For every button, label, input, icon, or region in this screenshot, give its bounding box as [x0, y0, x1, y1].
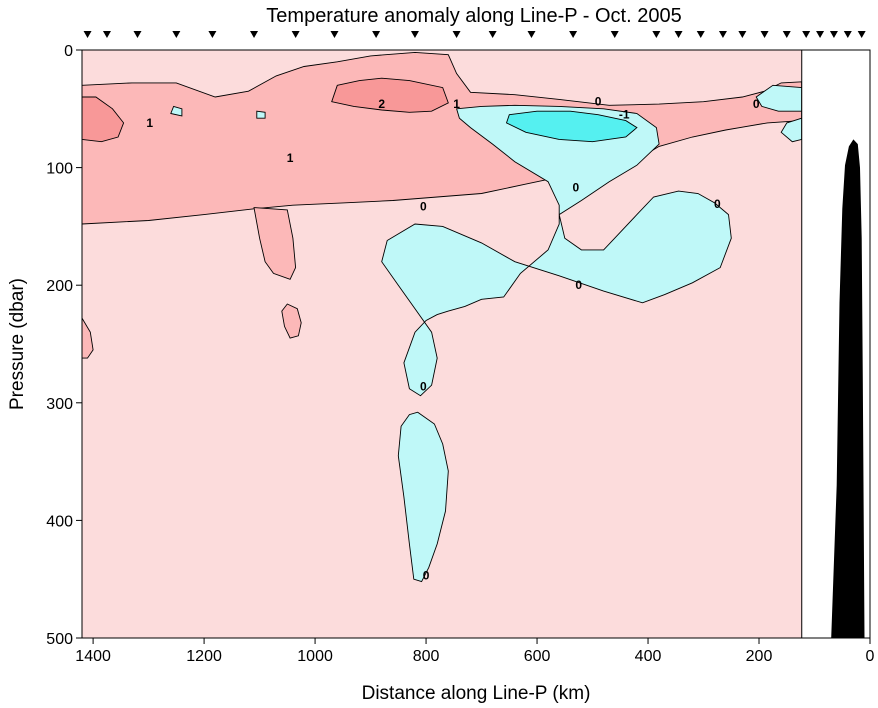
plot-frame — [81, 49, 871, 639]
cold-speck-a — [170, 105, 183, 117]
station-marker — [738, 31, 747, 38]
x-tick-label: 800 — [413, 648, 440, 665]
station-marker — [488, 31, 497, 38]
x-tick-label: 1400 — [75, 648, 111, 665]
contour-label: 2 — [378, 97, 385, 111]
y-axis: 0 100 200 300 400 500 — [46, 43, 82, 648]
x-axis-label: Distance along Line-P (km) — [362, 683, 591, 704]
station-marker — [782, 31, 791, 38]
cold-lens-deep — [397, 411, 449, 583]
contour-label: 1 — [287, 151, 294, 165]
cold-core — [505, 110, 638, 143]
station-marker — [83, 31, 92, 38]
x-tick-label: 0 — [866, 648, 875, 665]
x-tick-label: 1200 — [186, 648, 222, 665]
y-tick-label: 0 — [64, 43, 73, 60]
plot-area: 2 1 0 -1 0 1 1 0 0 0 0 0 0 — [82, 50, 870, 638]
station-marker — [172, 31, 181, 38]
contour-label: 0 — [575, 278, 582, 292]
y-tick-label: 400 — [46, 513, 73, 530]
contour-label: 0 — [573, 181, 580, 195]
station-marker — [696, 31, 705, 38]
x-tick-label: 200 — [746, 648, 773, 665]
station-marker — [569, 31, 578, 38]
x-tick-label: 400 — [635, 648, 662, 665]
contour-label: 0 — [423, 569, 430, 583]
warm-core-east — [331, 77, 449, 113]
station-marker — [802, 31, 811, 38]
contour-label: 0 — [714, 197, 721, 211]
station-marker — [718, 31, 727, 38]
warm-core-west — [82, 96, 125, 143]
x-tick-label: 600 — [524, 648, 551, 665]
contour-label: 0 — [595, 95, 602, 109]
bathymetry — [831, 139, 865, 638]
station-marker — [452, 31, 461, 38]
x-axis: 1400 1200 1000 800 600 400 200 0 — [75, 638, 875, 665]
contour-label: 0 — [420, 199, 427, 213]
station-marker — [527, 31, 536, 38]
station-marker — [291, 31, 300, 38]
station-marker — [102, 31, 111, 38]
y-tick-label: 300 — [46, 396, 73, 413]
cold-main — [381, 104, 732, 397]
station-marker — [674, 31, 683, 38]
contour-label: 0 — [753, 97, 760, 111]
station-marker — [372, 31, 381, 38]
station-marker — [652, 31, 661, 38]
contour-label: -1 — [619, 108, 630, 122]
warm-anomaly-edge — [82, 317, 94, 359]
cold-speck-b — [256, 110, 266, 119]
contour-label: 0 — [420, 379, 427, 393]
y-tick-label: 100 — [46, 161, 73, 178]
warm-anomaly-tongue-a — [253, 207, 297, 280]
y-axis-label: Pressure (dbar) — [7, 278, 28, 410]
station-marker — [760, 31, 769, 38]
station-marker — [816, 31, 825, 38]
x-tick-label: 1000 — [297, 648, 333, 665]
y-tick-label: 500 — [46, 631, 73, 648]
warm-anomaly-tongue-b — [281, 303, 302, 339]
contour-label: 1 — [453, 97, 460, 111]
station-marker — [843, 31, 852, 38]
station-marker — [330, 31, 339, 38]
station-markers — [83, 31, 866, 38]
station-marker — [133, 31, 142, 38]
y-tick-label: 200 — [46, 278, 73, 295]
station-marker — [857, 31, 866, 38]
chart-title: Temperature anomaly along Line-P - Oct. … — [266, 5, 681, 27]
station-marker — [829, 31, 838, 38]
station-marker — [410, 31, 419, 38]
contour-label: 1 — [146, 116, 153, 130]
station-marker — [610, 31, 619, 38]
station-marker — [208, 31, 217, 38]
station-marker — [250, 31, 259, 38]
